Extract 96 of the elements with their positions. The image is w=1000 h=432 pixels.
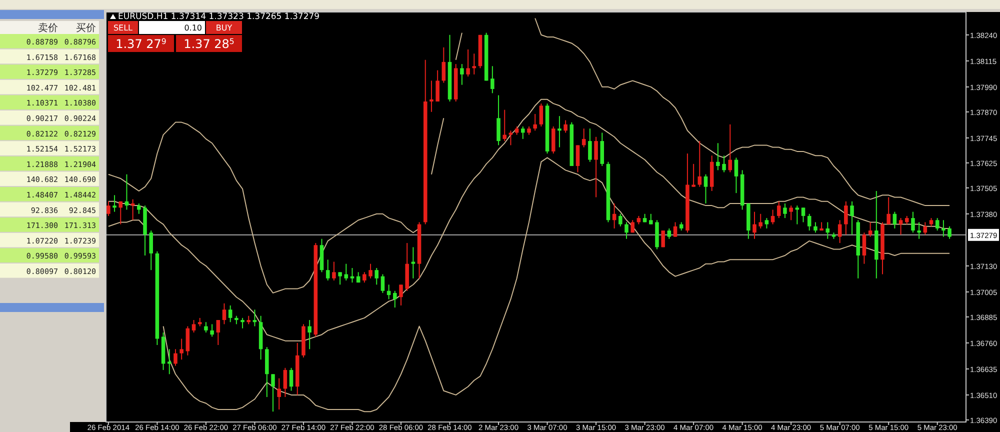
candlestick [588, 128, 592, 162]
candlestick [186, 326, 190, 356]
candlestick [764, 218, 769, 229]
candlestick [898, 218, 903, 236]
candlestick [252, 309, 257, 327]
candlestick [734, 157, 738, 194]
candlestick [692, 163, 696, 188]
annotation: 1.37 28$^{5}$ [184, 36, 234, 51]
candlestick [210, 324, 214, 338]
candlestick [801, 207, 806, 223]
candlestick [344, 263, 348, 281]
candlestick [326, 259, 330, 281]
candlestick [130, 198, 135, 221]
candlestick [704, 174, 708, 204]
candlestick [624, 222, 628, 240]
candlestick [490, 66, 494, 94]
candlestick [594, 136, 598, 198]
candlestick [106, 200, 110, 216]
candlestick [112, 194, 116, 212]
candlestick [935, 218, 940, 232]
candlestick [338, 272, 342, 286]
candlestick [308, 320, 312, 350]
candlestick [807, 213, 812, 232]
category-label: 卖价 [38, 22, 58, 34]
candlestick [917, 222, 921, 240]
candlestick [539, 103, 544, 127]
candlestick [204, 322, 208, 334]
candlestick [673, 222, 678, 238]
chart-title: EURUSD.H1 1.37314 1.37323 1.37265 1.37279 [118, 12, 320, 22]
candlestick [892, 211, 897, 229]
candlestick [472, 53, 476, 75]
candlestick [430, 80, 434, 112]
candlestick [289, 367, 294, 392]
candlestick [850, 200, 854, 236]
candlestick [192, 320, 196, 334]
category-label: 买价 [76, 22, 96, 34]
candlestick [551, 126, 556, 154]
candlestick [180, 338, 184, 360]
candlestick [838, 220, 842, 244]
candlestick [600, 132, 604, 167]
candlestick [716, 142, 720, 171]
candlestick [649, 213, 653, 225]
candlestick [393, 290, 397, 308]
candlestick [789, 205, 793, 221]
candlestick [558, 116, 562, 148]
candlestick [118, 200, 123, 225]
candlestick [795, 205, 800, 225]
candlestick [350, 267, 354, 284]
candlestick [502, 109, 506, 142]
candlestick [380, 274, 385, 294]
candlestick [758, 213, 762, 229]
candlestick [508, 130, 513, 146]
candlestick [533, 113, 537, 132]
candlestick [460, 64, 464, 86]
candlestick [332, 261, 336, 281]
candlestick [399, 284, 403, 306]
annotation: 1.37 27$^{9}$ [116, 36, 166, 51]
candlestick [886, 196, 890, 225]
candlestick [722, 155, 726, 173]
candlestick [618, 213, 622, 227]
candlestick [521, 126, 525, 140]
candlestick [436, 70, 440, 102]
candlestick [240, 317, 244, 329]
candlestick [374, 267, 379, 286]
candlestick [576, 144, 580, 173]
candlestick [496, 94, 500, 146]
candlestick [844, 200, 848, 236]
candlestick [168, 348, 172, 375]
candlestick [222, 302, 226, 325]
candlestick [814, 222, 818, 234]
candlestick [137, 202, 141, 214]
candlestick [862, 232, 866, 264]
candlestick [783, 202, 787, 219]
candlestick [271, 374, 275, 412]
candlestick [564, 120, 568, 134]
candlestick [277, 378, 281, 410]
candlestick [776, 200, 781, 219]
candlestick [911, 211, 915, 234]
candlestick [442, 46, 446, 84]
candlestick [411, 246, 416, 279]
candlestick [283, 367, 288, 398]
line-series [108, 98, 950, 342]
candlestick [368, 263, 372, 279]
candlestick [216, 320, 220, 346]
candlestick [466, 48, 470, 78]
candlestick [728, 124, 732, 173]
candlestick [942, 220, 946, 238]
candlestick [174, 348, 178, 366]
candlestick [630, 220, 634, 234]
candlestick [362, 272, 366, 284]
candlestick [661, 230, 665, 248]
candlestick [667, 228, 672, 240]
candlestick [752, 211, 756, 240]
candlestick [228, 304, 232, 323]
candlestick [149, 230, 153, 271]
candlestick [948, 226, 952, 240]
